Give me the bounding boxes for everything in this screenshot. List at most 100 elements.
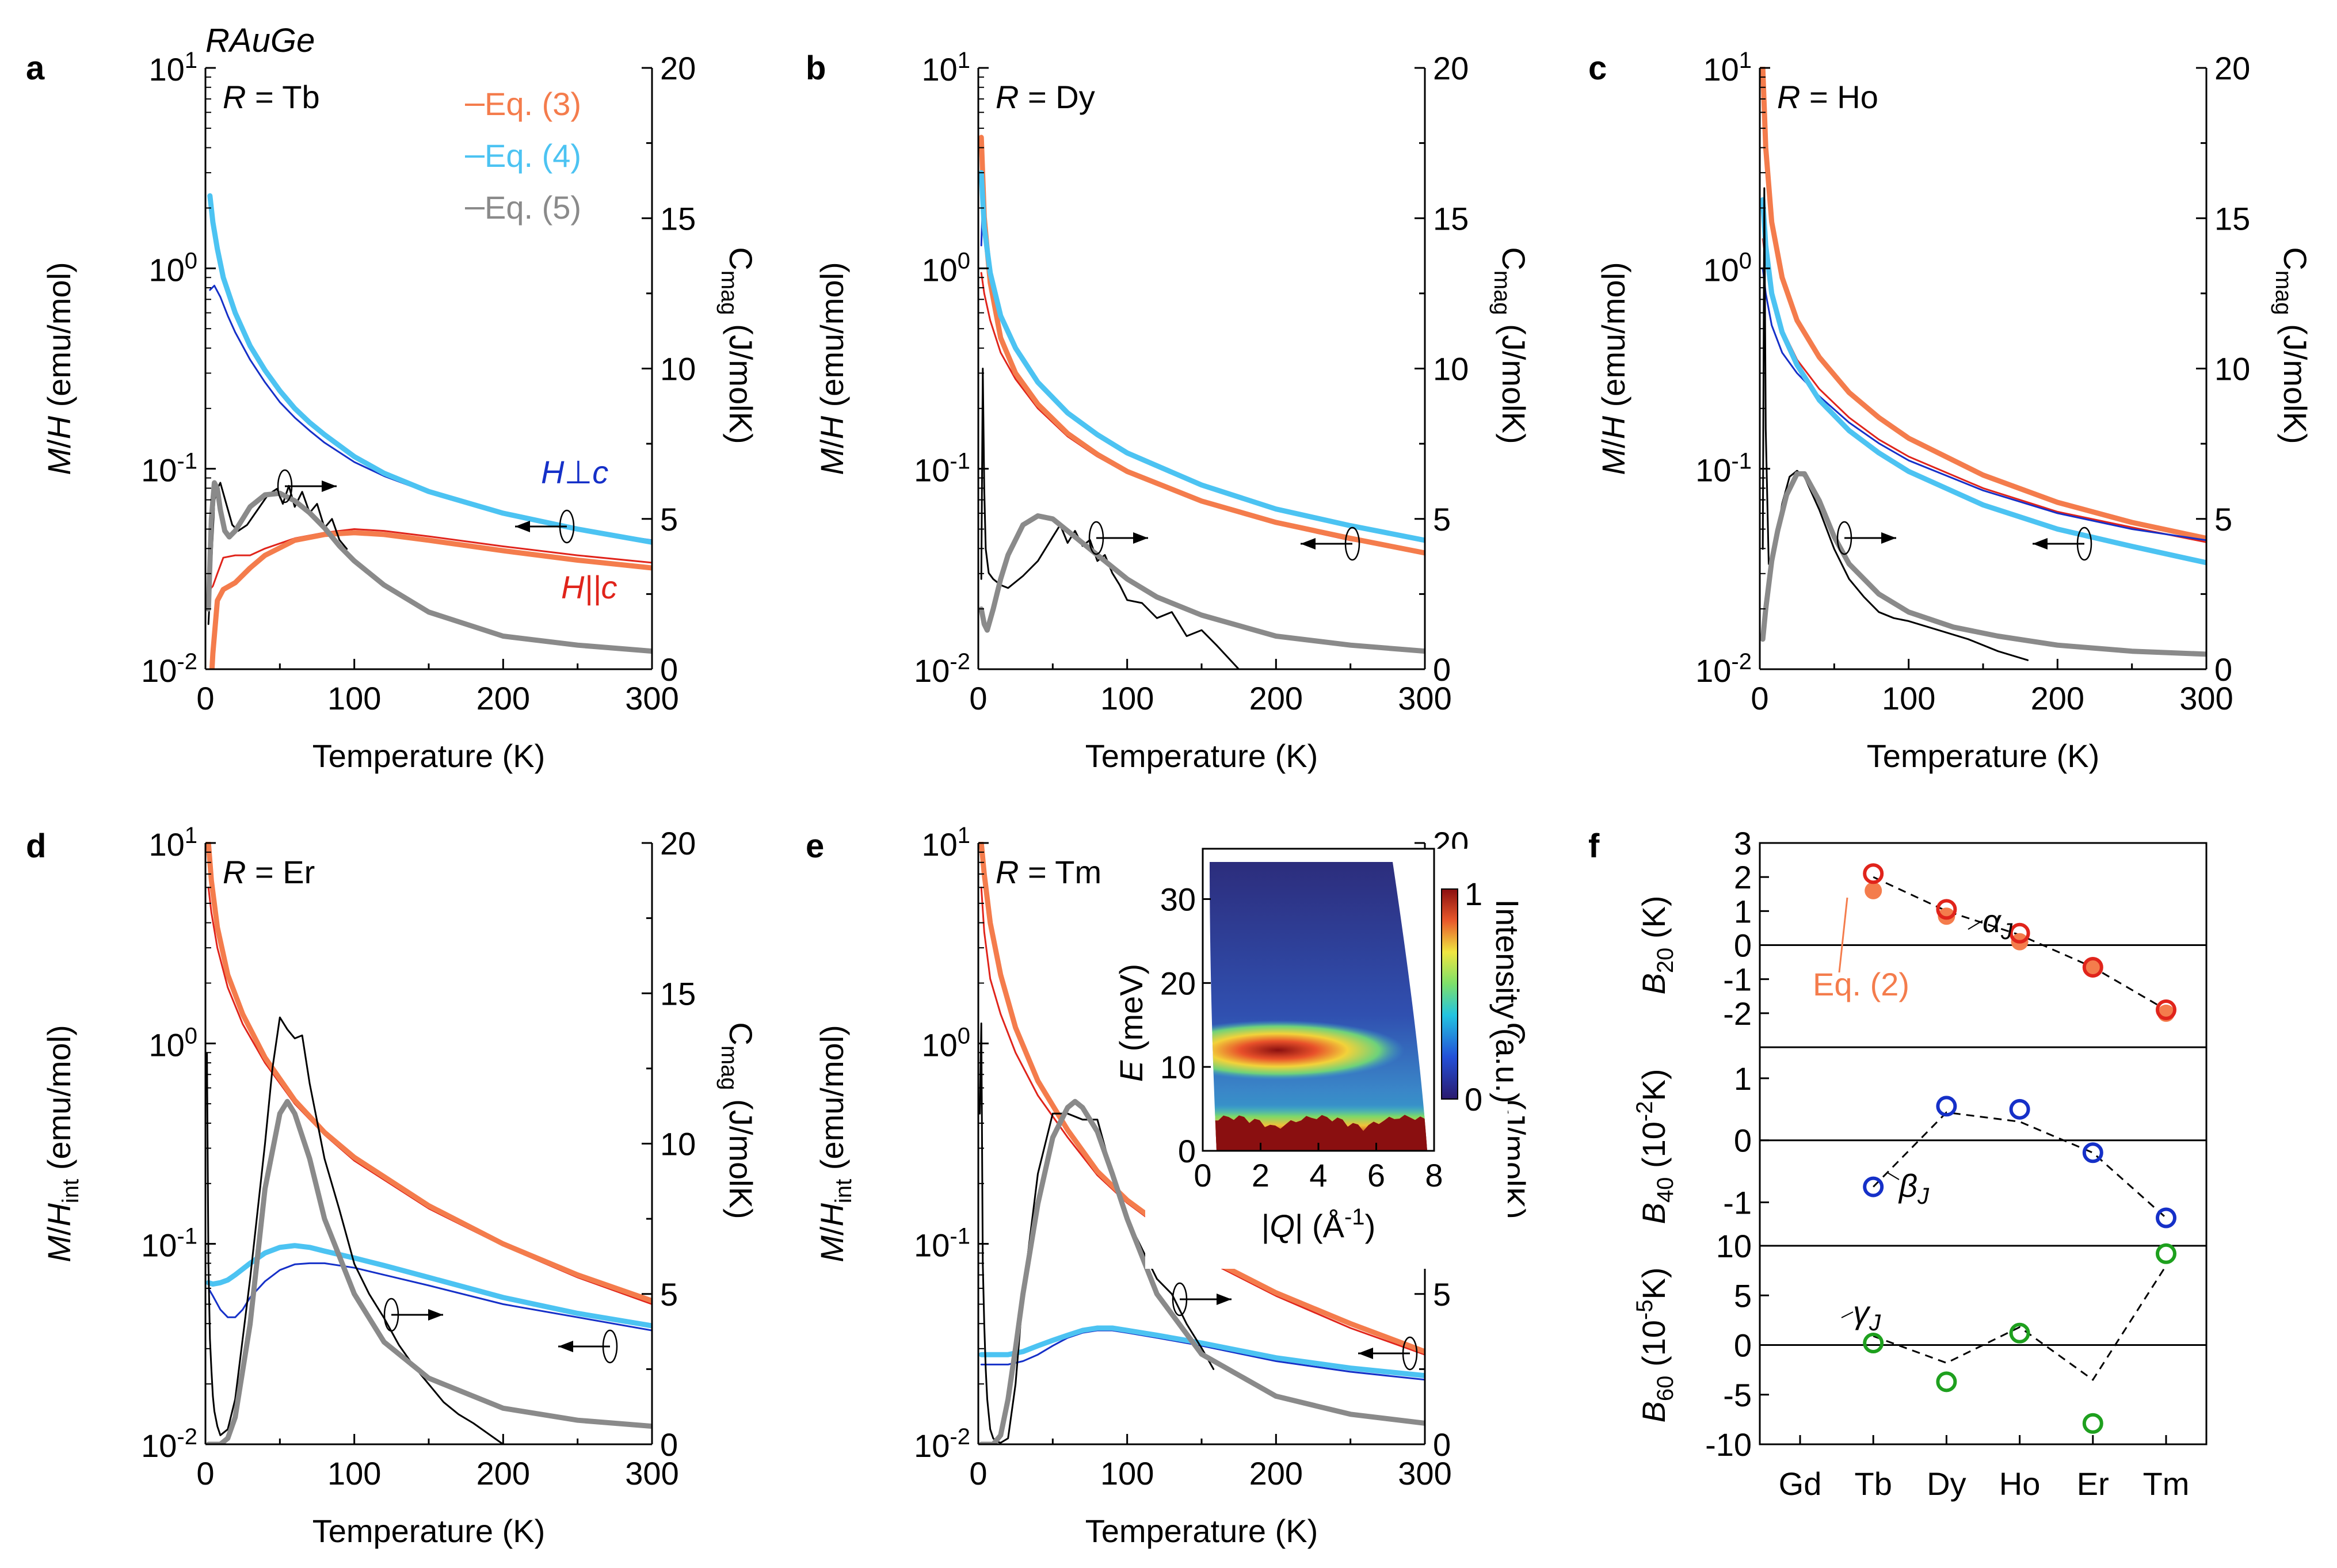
x-tick-label: 100 [1100,1455,1154,1491]
x-tick-label: 300 [625,1455,678,1491]
series-line-4 [980,368,1240,669]
x-tick-label: 0 [196,680,214,716]
x-tick-label: 200 [476,1455,530,1491]
y-axis-label-right: Cmag (J/molK) [716,247,759,444]
inset-x-tick-label: 0 [1194,1157,1211,1193]
axis-pointer-head [322,480,337,492]
y-tick-label-right: 20 [1433,50,1469,86]
axis-pointer-head [515,521,530,532]
x-tick-label: 300 [1398,680,1451,716]
series-line-1 [978,842,1425,1355]
y-axis-label: B60 (10-5K) [1632,1268,1678,1423]
y-tick-label-left: 10-1 [914,1224,970,1264]
x-tick-label: 200 [1249,1455,1303,1491]
annotation-eq2: Eq. (2) [1813,966,1909,1002]
y-tick-label: -1 [1723,962,1752,998]
y-tick-label-left: 100 [921,1023,970,1063]
y-tick-label-left: 10-1 [141,449,197,489]
y-tick-label: -1 [1723,1185,1752,1221]
y-tick-label-right: 15 [1433,200,1469,236]
figure-title: RAuGe [205,22,315,59]
y-axis-label-right: Cmag (J/molK) [1489,247,1532,444]
y-tick-label-right: 0 [1433,1426,1451,1463]
x-tick-label: 100 [327,1455,381,1491]
point-open [1863,863,1884,884]
axis-pointer-head [1358,1348,1373,1359]
point-eq2 [1938,907,1955,925]
x-axis-label: Temperature (K) [1085,738,1318,774]
coef-label: βJ [1898,1168,1930,1209]
y-tick-label-left: 10-2 [914,649,970,689]
axis-pointer-head [2033,538,2048,550]
series-line-0 [1762,238,2206,543]
y-axis-label-left: M/Hint (emu/mol) [41,1025,83,1262]
subplot-frame [1759,1046,2208,1247]
y-tick-label: 3 [1734,825,1752,861]
x-axis-label: Temperature (K) [312,1513,546,1549]
series-line-3 [205,1243,652,1329]
point-open [1936,1371,1957,1392]
x-axis-label: Temperature (K) [1867,738,2100,774]
y-tick-label-left: 101 [921,823,970,863]
series-line-0 [209,284,652,541]
series-line-5 [1760,471,2206,657]
series-line-5 [978,1098,1425,1444]
series-line-3 [1760,197,2206,566]
y-tick-label-left: 100 [148,1023,197,1063]
inset-y-tick-label: 10 [1160,1049,1196,1085]
series-line-1 [1760,67,2206,541]
y-tick-label: 1 [1734,1060,1752,1097]
point-open [1863,1333,1884,1354]
x-tick-label: 100 [1882,680,1935,716]
x-tick-label: 200 [476,680,530,716]
series-line-3 [209,530,652,669]
y-tick-label-right: 10 [1433,351,1469,387]
x-tick-label: 300 [2179,680,2233,716]
series-line-0 [980,886,1425,1356]
point-open [1863,1176,1884,1197]
x-tick-label: Er [2077,1466,2109,1502]
panel-letter: f [1588,827,1600,865]
y-tick-label-right: 15 [660,975,696,1012]
coef-leader [1968,920,1983,930]
y-tick-label-left: 10-2 [141,649,197,689]
inset-x-tick-label: 8 [1425,1157,1443,1193]
x-tick-label: 300 [625,680,678,716]
y-tick-label-right: 0 [1433,651,1451,688]
series-line-5 [205,1098,652,1444]
inset-y-tick-label: 0 [1178,1133,1196,1169]
panel-label: R = Tm [996,854,1101,890]
inset-y-tick-label: 20 [1160,965,1196,1001]
series-line-0 [207,886,652,1305]
y-tick-label-left: 10-1 [914,449,970,489]
y-axis-label-right: Cmag (J/molK) [2271,247,2313,444]
legend-eq4: Eq. (4) [485,138,581,174]
coef-leader [1841,1311,1854,1318]
annotation-eq2-leader [1838,897,1848,973]
series-line-2 [1762,267,2206,541]
y-tick-label-left: 10-1 [141,1224,197,1264]
heatmap-band [1210,1020,1405,1080]
x-tick-label: Gd [1779,1466,1822,1502]
axis-pointer-head [428,1309,443,1321]
heatmap-image [1210,862,1427,1151]
y-tick-label-right: 15 [660,200,696,236]
y-tick-label-left: 10-1 [1695,449,1752,489]
y-axis-label-left: M/H (emu/mol) [814,262,850,475]
annotation-hperp: H⊥c [541,454,608,490]
y-tick-label-left: 101 [1703,48,1752,87]
point-open [2082,1142,2103,1163]
y-tick-label-right: 20 [660,825,696,861]
y-tick-label: 10 [1716,1228,1752,1264]
series-line-2 [207,1262,652,1332]
point-open [1936,899,1957,920]
annotation-hpar: H||c [561,569,617,606]
inset-x-tick-label: 4 [1309,1157,1327,1193]
x-axis-label: Temperature (K) [1085,1513,1318,1549]
y-tick-label-right: 10 [660,1126,696,1162]
y-axis-label-left: M/H (emu/mol) [1595,262,1631,475]
y-tick-label-right: 0 [660,1426,678,1463]
